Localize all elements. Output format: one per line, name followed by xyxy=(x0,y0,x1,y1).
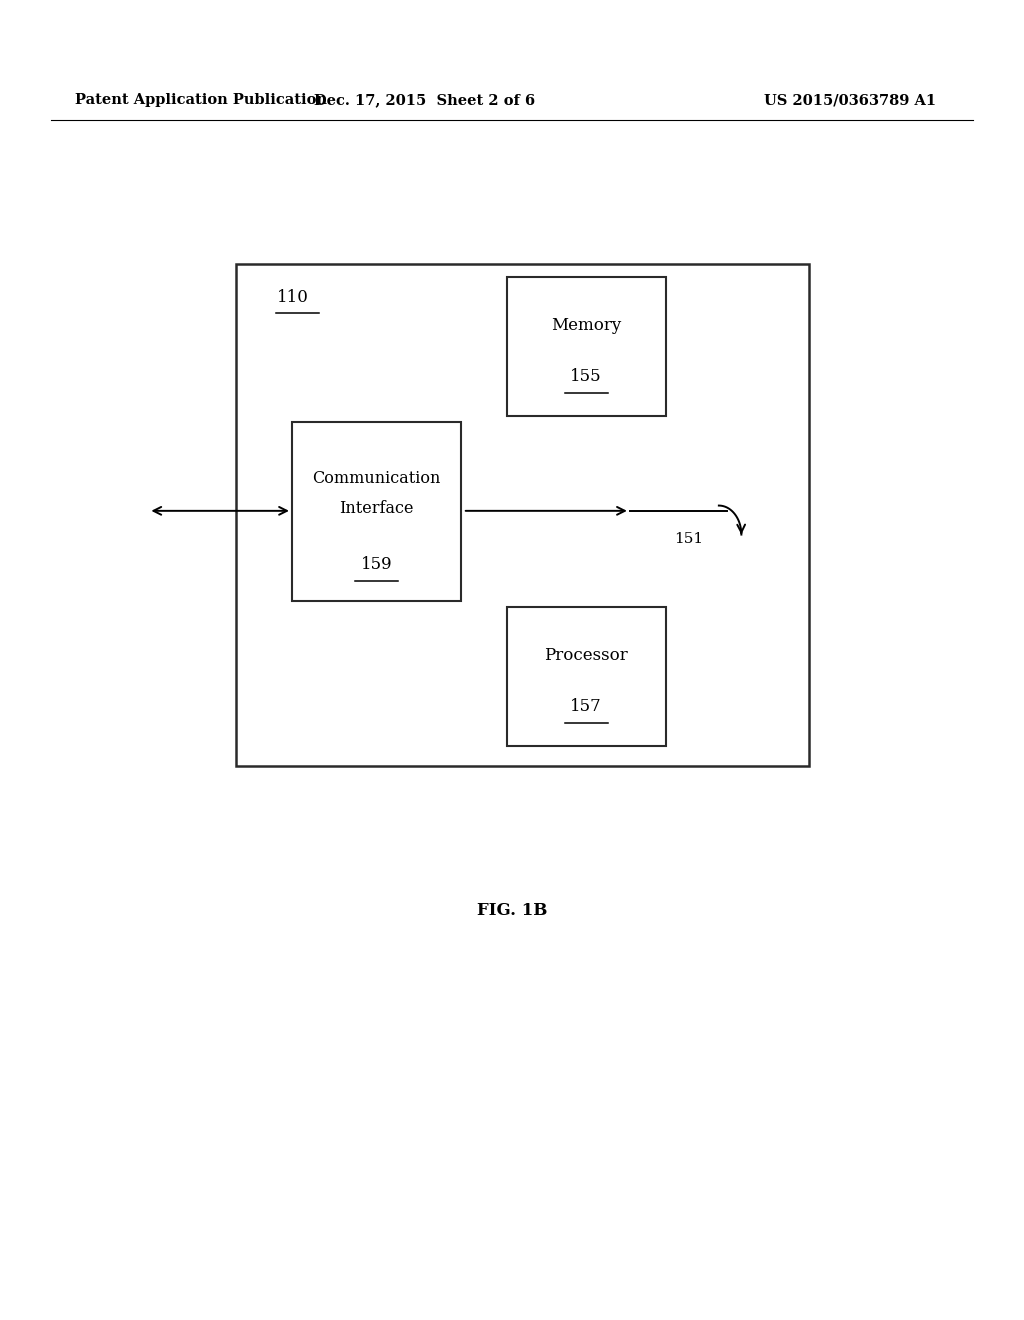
Text: 110: 110 xyxy=(276,289,308,305)
Text: Processor: Processor xyxy=(545,647,628,664)
Text: Communication: Communication xyxy=(312,470,440,487)
Bar xyxy=(292,422,461,601)
Text: Interface: Interface xyxy=(339,500,414,517)
Bar xyxy=(507,277,666,416)
Text: 151: 151 xyxy=(674,532,702,545)
Bar xyxy=(507,607,666,746)
Text: US 2015/0363789 A1: US 2015/0363789 A1 xyxy=(764,94,936,107)
Bar xyxy=(236,264,809,766)
Text: FIG. 1B: FIG. 1B xyxy=(477,903,547,919)
Text: 159: 159 xyxy=(360,557,392,573)
Text: 157: 157 xyxy=(570,698,602,715)
Text: 155: 155 xyxy=(570,368,602,385)
Text: Patent Application Publication: Patent Application Publication xyxy=(75,94,327,107)
Text: Memory: Memory xyxy=(551,317,622,334)
Text: Dec. 17, 2015  Sheet 2 of 6: Dec. 17, 2015 Sheet 2 of 6 xyxy=(314,94,536,107)
